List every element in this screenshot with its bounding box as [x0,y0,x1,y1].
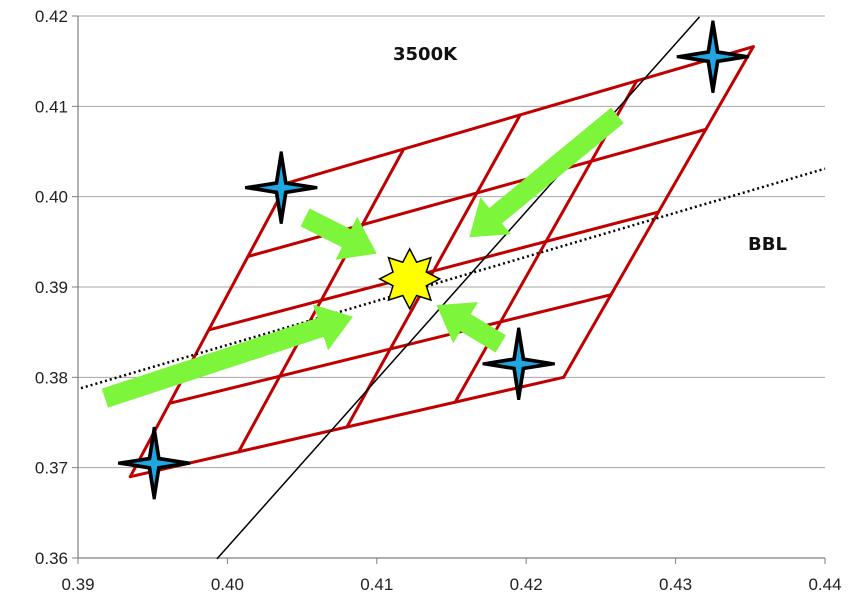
reference-lines [80,16,826,560]
star-marker [131,440,177,486]
y-tick-label: 0.38 [35,368,68,387]
center-burst-marker [378,247,442,311]
green-arrow [101,304,353,408]
axes [77,16,825,559]
grid-lines [72,15,826,564]
quad-line-v [207,210,660,332]
y-tick-label: 0.42 [35,7,68,26]
x-tick-label: 0.44 [808,575,841,594]
green-arrow [469,107,624,238]
x-tick-label: 0.40 [211,575,244,594]
green-arrow [436,302,506,353]
bbl-line [80,167,826,390]
y-tick-label: 0.41 [35,97,68,116]
quad-line-v [246,127,708,259]
y-tick-label: 0.36 [35,549,68,568]
cct-3500k-line [216,16,701,560]
y-tick-label: 0.40 [35,188,68,207]
quad-line-v [285,45,755,185]
star-markers [117,20,750,500]
green-arrow [300,208,377,260]
y-tick-label: 0.39 [35,278,68,297]
cct-line-label: 3500K [393,44,458,65]
x-tick-label: 0.39 [61,575,94,594]
quadrangle-grid [128,45,755,479]
arrows [101,107,624,408]
bbl-line-label: BBL [748,234,787,255]
x-tick-label: 0.43 [659,575,692,594]
x-tick-label: 0.41 [360,575,393,594]
quad-line-u [562,45,755,379]
y-tick-label: 0.37 [35,459,68,478]
tick-labels: 0.42 0.41 0.40 0.39 0.38 0.37 0.36 0.39 0.40 0.41… [35,7,842,594]
star-marker [496,341,542,387]
x-tick-label: 0.42 [510,575,543,594]
star-marker [258,165,304,210]
center-marker [378,247,442,311]
star-marker [690,34,736,80]
